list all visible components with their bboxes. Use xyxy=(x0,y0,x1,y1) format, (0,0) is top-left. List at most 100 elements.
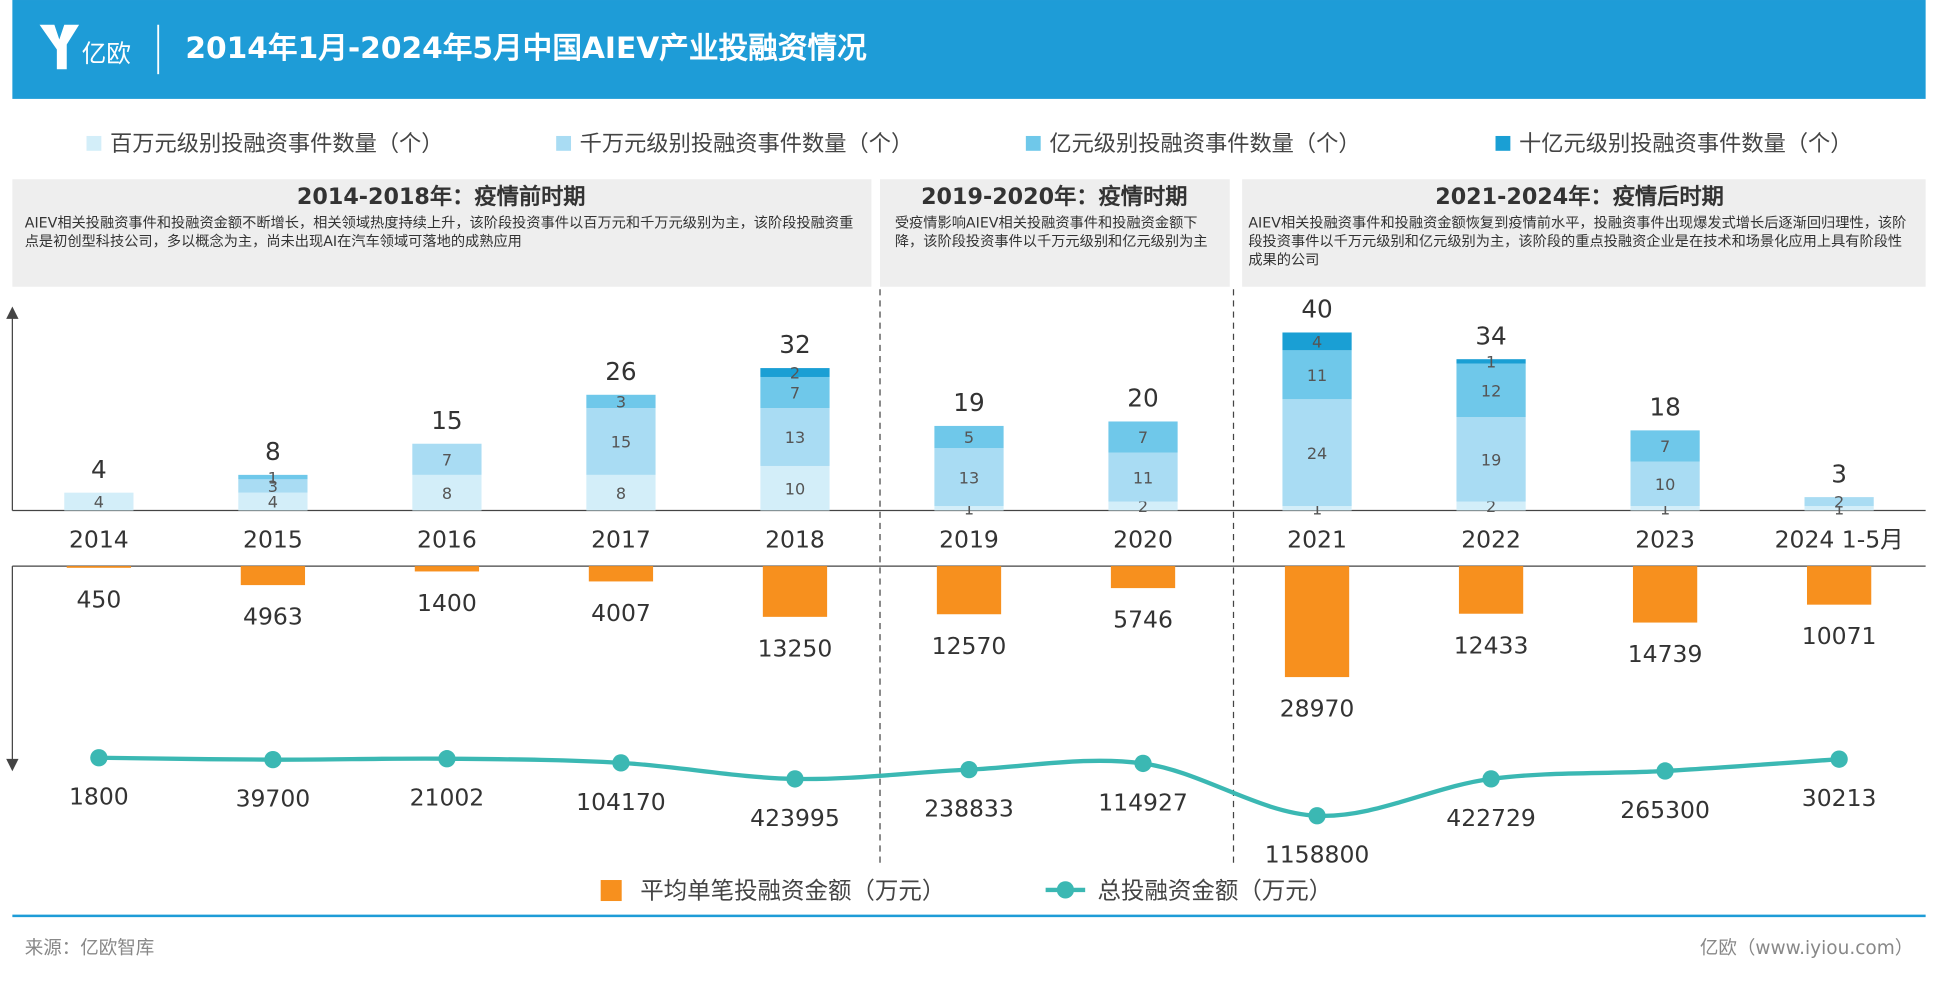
bar-segment xyxy=(760,408,830,466)
bar xyxy=(1284,566,1350,678)
period-text: AIEV相关投融资事件和投融资金额恢复到疫情前水平，投融资事件出现爆发式增长后逐… xyxy=(1248,213,1907,269)
period-title: 2014-2018年：疫情前时期 xyxy=(297,183,586,210)
bar-segment xyxy=(412,474,482,511)
legend-swatch xyxy=(86,135,102,151)
point-label: 21002 xyxy=(410,784,485,812)
segment-label: 7 xyxy=(442,450,452,469)
bar-segment xyxy=(1282,350,1352,400)
total-label: 4 xyxy=(91,455,107,484)
x-tick-label: 2019 xyxy=(939,526,999,554)
legend-label: 平均单笔投融资金额（万元） xyxy=(640,877,945,905)
point-label: 422729 xyxy=(1446,804,1536,832)
segment-label: 4 xyxy=(94,493,104,512)
bar-segment xyxy=(586,408,656,475)
bar-label: 450 xyxy=(76,585,121,613)
x-tick-label: 2018 xyxy=(765,526,825,554)
bar-segment xyxy=(1456,501,1526,511)
segment-label: 1 xyxy=(1660,499,1670,518)
bar-segment xyxy=(238,492,308,511)
bar xyxy=(588,566,654,582)
line-point xyxy=(612,754,630,772)
total-label: 19 xyxy=(953,388,984,417)
bar-label: 5746 xyxy=(1113,606,1173,634)
bar-segment xyxy=(1804,497,1874,507)
period-title: 2021-2024年：疫情后时期 xyxy=(1435,183,1724,210)
segment-label: 1 xyxy=(1312,499,1322,518)
bar-segment xyxy=(1630,430,1700,462)
total-label: 3 xyxy=(1831,459,1847,488)
bar xyxy=(414,566,480,572)
segment-label: 2 xyxy=(1138,497,1148,516)
logo-icon xyxy=(39,24,80,70)
segment-label: 10 xyxy=(1655,475,1675,494)
x-tick-label: 2022 xyxy=(1461,526,1521,554)
bar-label: 10071 xyxy=(1802,622,1877,650)
total-label: 8 xyxy=(265,437,281,466)
period-box xyxy=(880,179,1230,287)
bar-segment xyxy=(934,506,1004,511)
bar xyxy=(936,566,1002,615)
legend: 平均单笔投融资金额（万元） 总投融资金额（万元） xyxy=(600,877,1333,905)
bar-segment xyxy=(1630,461,1700,507)
bar-segment xyxy=(1108,421,1178,453)
total-label: 32 xyxy=(779,330,810,359)
bar xyxy=(1110,566,1176,589)
segment-label: 7 xyxy=(1138,428,1148,447)
bar-segment xyxy=(1456,359,1526,364)
legend-dot xyxy=(1056,881,1075,899)
bar-segment xyxy=(934,448,1004,507)
period-text: AIEV相关投融资事件和投融资金额不断增长，相关领域热度持续上升，该阶段投资事件… xyxy=(24,213,854,250)
point-label: 39700 xyxy=(236,785,311,813)
legend-label: 十亿元级别投融资事件数量（个） xyxy=(1519,131,1853,157)
legend-swatch xyxy=(1495,135,1511,151)
segment-label: 7 xyxy=(1660,437,1670,456)
line-point xyxy=(1134,754,1152,773)
x-tick-label: 2024 1-5月 xyxy=(1775,526,1904,554)
bar-label: 1400 xyxy=(417,589,477,617)
bar-segment xyxy=(1282,506,1352,511)
segment-label: 24 xyxy=(1307,444,1327,463)
x-tick-label: 2015 xyxy=(243,526,303,554)
period-text: 受疫情影响AIEV相关投融资事件和投融资金额下降，该阶段投资事件以千万元级别和亿… xyxy=(894,213,1208,250)
bar-segment xyxy=(760,465,830,511)
bar-segment xyxy=(760,368,830,377)
title: 2014年1月-2024年5月中国AIEV产业投融资情况 xyxy=(185,30,867,65)
bar-segment xyxy=(238,479,308,493)
total-label: 15 xyxy=(431,406,462,435)
segment-label: 4 xyxy=(1312,333,1322,352)
bar-label: 12433 xyxy=(1454,631,1529,659)
total-label: 18 xyxy=(1649,393,1680,422)
segment-label: 1 xyxy=(268,468,278,487)
logo-text: 亿欧 xyxy=(82,39,131,68)
legend: 百万元级别投融资事件数量（个） 千万元级别投融资事件数量（个） 亿元级别投融资事件数… xyxy=(86,131,1853,157)
total-label: 40 xyxy=(1301,295,1332,324)
legend-label: 亿元级别投融资事件数量（个） xyxy=(1049,131,1360,157)
line-point xyxy=(438,750,456,768)
bar-label: 14739 xyxy=(1628,640,1703,668)
arrow-head xyxy=(6,758,19,772)
period-text-box: AIEV相关投融资事件和投融资金额不断增长，相关领域热度持续上升，该阶段投资事件… xyxy=(24,213,854,250)
point-label: 1800 xyxy=(69,783,129,811)
point-label: 114927 xyxy=(1098,788,1188,816)
bar-segment xyxy=(1456,417,1526,502)
bar xyxy=(1632,566,1698,623)
segment-label: 11 xyxy=(1133,468,1153,487)
bar-segment xyxy=(412,443,482,475)
line-point xyxy=(960,760,978,779)
segment-label: 1 xyxy=(1834,499,1844,518)
segment-label: 4 xyxy=(268,493,278,512)
legend-label: 总投融资金额（万元） xyxy=(1098,877,1333,905)
segment-label: 8 xyxy=(442,484,452,503)
legend-label: 千万元级别投融资事件数量（个） xyxy=(580,131,914,157)
bar-segment xyxy=(1282,399,1352,507)
segment-label: 3 xyxy=(268,477,278,496)
x-tick-label: 2014 xyxy=(69,526,129,554)
bar-label: 13250 xyxy=(758,634,833,662)
total-label: 20 xyxy=(1127,384,1158,413)
bar-label: 28970 xyxy=(1280,695,1355,723)
legend-swatch xyxy=(600,880,622,902)
segment-label: 11 xyxy=(1307,366,1327,385)
segment-label: 2 xyxy=(790,364,800,383)
